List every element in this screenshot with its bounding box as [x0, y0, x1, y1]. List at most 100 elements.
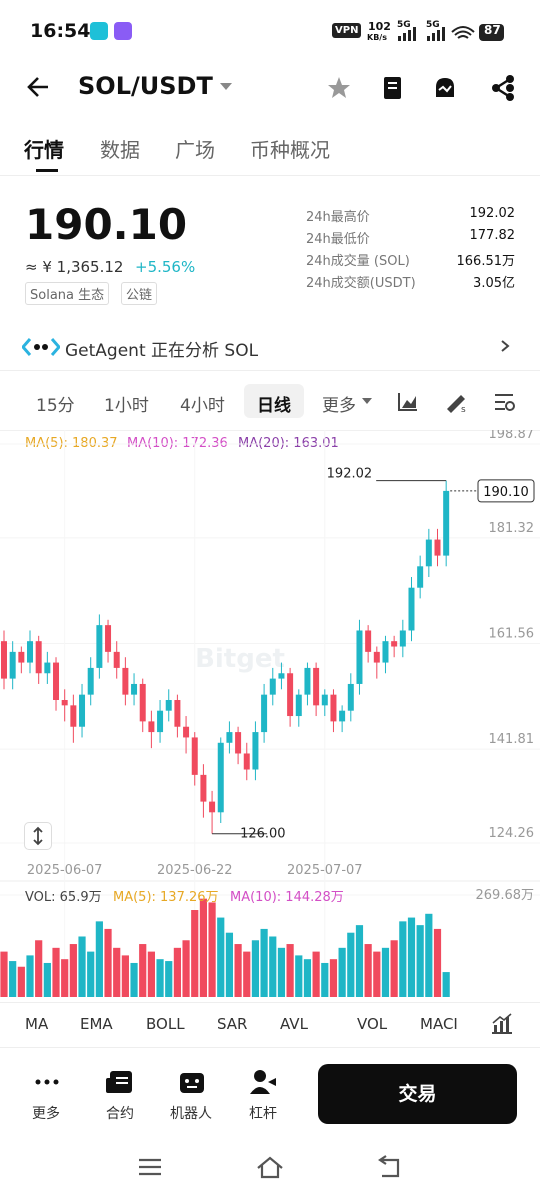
tab[interactable]: 币种概况 — [250, 138, 330, 162]
candle-body — [269, 678, 276, 695]
y-tick-label: 124.26 — [489, 826, 535, 841]
indicator[interactable]: MACI — [420, 1015, 458, 1033]
volume-bar — [355, 925, 364, 997]
candle-body — [79, 694, 86, 727]
candle-body — [287, 673, 294, 717]
candle-body — [408, 587, 415, 631]
stat-value: 3.05亿 — [473, 276, 515, 291]
volume-bar — [416, 925, 424, 997]
tab[interactable]: 广场 — [175, 138, 215, 162]
action-label[interactable]: 机器人 — [170, 1106, 212, 1122]
candle-body — [122, 667, 129, 695]
indicator[interactable]: EMA — [80, 1015, 113, 1033]
interval[interactable]: 15分 — [36, 396, 75, 416]
candle-body — [365, 630, 372, 652]
volume-bar — [321, 962, 329, 997]
kline-chart: Bitget 198.87 181.32 161.56 141.81 124.26 269.… — [0, 430, 540, 997]
app-icon — [114, 22, 132, 40]
time: 16:54 — [30, 20, 91, 42]
candle-body — [1, 641, 7, 679]
stat-label: 24h最高价 — [306, 210, 370, 225]
candle-body — [226, 732, 233, 743]
volume-bar — [35, 940, 43, 997]
x-tick-label: 2025-06-07 — [27, 863, 103, 878]
candle-body — [70, 705, 77, 727]
volume-bar — [347, 932, 355, 997]
interval[interactable]: 更多 — [322, 396, 356, 416]
volume-bar — [243, 951, 251, 997]
svg-text:s: s — [461, 405, 466, 413]
expand-button[interactable] — [24, 822, 52, 850]
volume-bar — [373, 951, 381, 997]
last-price-box — [477, 479, 535, 503]
candle-body — [382, 641, 389, 663]
indicator[interactable]: MA — [25, 1015, 49, 1033]
volume-bar — [69, 944, 77, 997]
volume-bar — [104, 928, 112, 997]
trade-button[interactable]: 交易 — [318, 1064, 517, 1124]
candle-body — [417, 566, 424, 588]
tab[interactable]: 行情 — [24, 138, 64, 162]
candle-body — [96, 625, 103, 668]
chevron[interactable] — [499, 339, 511, 353]
action-label[interactable]: 更多 — [32, 1106, 60, 1122]
volume-bar — [277, 947, 286, 997]
volume-bar — [442, 972, 450, 997]
volume-bar — [139, 944, 147, 997]
indicator[interactable]: AVL — [280, 1015, 308, 1033]
divider — [0, 370, 540, 371]
back-button[interactable] — [26, 75, 52, 99]
x-tick-label: 2025-06-22 — [157, 863, 233, 878]
y-tick-label: 161.56 — [489, 627, 535, 642]
x-tick-label: 2025-07-07 — [287, 863, 363, 878]
candle-body — [217, 742, 224, 813]
tag[interactable]: 公链 — [121, 282, 158, 305]
candle-body — [9, 651, 16, 679]
volume-bar — [182, 940, 190, 997]
volume-bar — [329, 959, 338, 997]
action-label[interactable]: 杠杆 — [249, 1106, 277, 1122]
watermark: Bitget — [195, 644, 285, 674]
volume-bar — [165, 961, 173, 997]
indicator[interactable]: VOL — [357, 1015, 388, 1033]
dropdown-caret[interactable] — [220, 83, 232, 91]
action-label[interactable]: 合约 — [106, 1106, 134, 1122]
volume-bar — [286, 944, 294, 997]
tab[interactable]: 数据 — [100, 138, 140, 162]
tool-icons[interactable]: s — [397, 391, 517, 413]
candle-body — [87, 667, 94, 695]
indicator-settings[interactable] — [490, 1013, 514, 1035]
last-price: 190.10 — [25, 200, 188, 249]
volume-bar — [26, 955, 34, 997]
interval[interactable]: 1小时 — [104, 396, 149, 416]
candle-body — [61, 699, 68, 706]
interval[interactable]: 4小时 — [180, 396, 225, 416]
volume-bar — [407, 917, 416, 997]
action-icons[interactable] — [0, 1068, 300, 1098]
candle-body — [425, 539, 432, 567]
divider — [0, 1047, 540, 1048]
volume-bar — [260, 928, 268, 997]
candle-body — [443, 490, 450, 556]
candle-body — [356, 630, 363, 684]
vol-legend: MA(10): 144.28万 — [230, 890, 344, 905]
volume-bar — [78, 936, 86, 997]
pair-title[interactable]: SOL/USDT — [78, 72, 213, 100]
volume-bar — [251, 940, 260, 997]
tag[interactable]: Solana 生态 — [25, 282, 110, 305]
candle-body — [304, 667, 311, 695]
interval[interactable]: 日线 — [257, 396, 291, 416]
volume-bar — [52, 947, 60, 997]
indicator[interactable]: SAR — [217, 1015, 248, 1033]
candle-body — [157, 710, 164, 733]
last-price-label: 190.10 — [483, 485, 529, 500]
indicator[interactable]: BOLL — [146, 1015, 185, 1033]
header-icons[interactable] — [326, 75, 526, 101]
status-icons — [398, 24, 504, 41]
stat-label: 24h最低价 — [306, 232, 370, 247]
stat-value: 166.51万 — [456, 254, 516, 269]
candle-body — [347, 683, 354, 711]
candle-body — [183, 726, 190, 738]
agent-text[interactable]: GetAgent 正在分析 SOL — [65, 341, 259, 361]
nav-bar[interactable] — [0, 1150, 540, 1185]
